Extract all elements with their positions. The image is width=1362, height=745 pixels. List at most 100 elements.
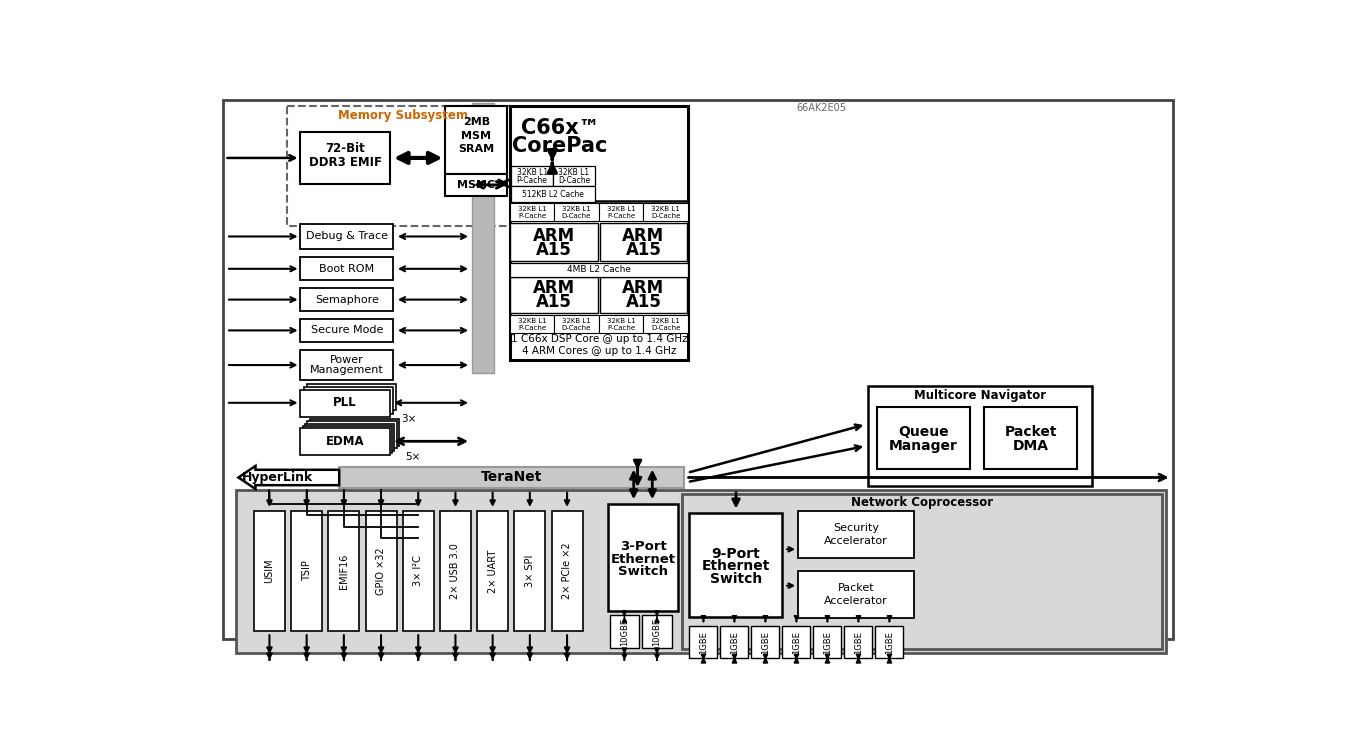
Text: Packet: Packet: [838, 583, 874, 593]
Text: Debug & Trace: Debug & Trace: [306, 232, 388, 241]
Text: A15: A15: [537, 293, 572, 311]
Bar: [301, 224, 394, 249]
Text: SRAM: SRAM: [458, 145, 494, 154]
Bar: [599, 223, 688, 261]
Text: 32KB L1: 32KB L1: [606, 318, 636, 324]
Text: HyperLink: HyperLink: [241, 471, 313, 484]
Text: 4MB L2 Cache: 4MB L2 Cache: [567, 265, 631, 274]
Bar: [309, 419, 399, 446]
Bar: [599, 315, 643, 334]
Text: Secure Mode: Secure Mode: [311, 326, 383, 335]
Bar: [643, 203, 688, 221]
Bar: [509, 107, 688, 361]
Bar: [689, 513, 783, 617]
Bar: [511, 276, 598, 314]
Text: PLL: PLL: [334, 396, 357, 409]
Text: C66x™: C66x™: [520, 118, 599, 138]
Text: 32KB L1: 32KB L1: [518, 318, 546, 324]
Bar: [552, 511, 583, 631]
Bar: [236, 489, 1166, 653]
Text: 10GBE: 10GBE: [620, 618, 629, 645]
Bar: [983, 408, 1077, 469]
Text: A15: A15: [625, 293, 662, 311]
Bar: [607, 504, 678, 612]
Text: 2× USB 3.0: 2× USB 3.0: [451, 543, 460, 599]
Bar: [844, 626, 873, 659]
FancyArrow shape: [238, 466, 339, 489]
Text: DMA: DMA: [1012, 439, 1049, 453]
Text: 1GBE: 1GBE: [823, 631, 832, 653]
Bar: [509, 203, 554, 221]
Text: Queue: Queue: [898, 425, 949, 439]
Bar: [643, 315, 688, 334]
Bar: [752, 626, 779, 659]
Bar: [509, 201, 688, 328]
Bar: [301, 349, 394, 381]
Text: P-Cache: P-Cache: [607, 212, 635, 219]
Text: ARM: ARM: [533, 226, 575, 244]
Bar: [643, 615, 671, 647]
Text: 3-Port: 3-Port: [620, 540, 666, 554]
Text: 512KB L2 Cache: 512KB L2 Cache: [522, 190, 584, 199]
Text: 32KB L1: 32KB L1: [563, 318, 591, 324]
Text: MSMC: MSMC: [458, 180, 496, 190]
Text: TeraNet: TeraNet: [481, 471, 542, 484]
Bar: [445, 174, 508, 196]
Bar: [308, 421, 396, 448]
Bar: [301, 428, 390, 455]
Text: 32KB L1: 32KB L1: [651, 318, 680, 324]
Bar: [599, 203, 643, 221]
Text: Ethernet: Ethernet: [610, 553, 676, 565]
Text: 1 C66x DSP Core @ up to 1.4 GHz: 1 C66x DSP Core @ up to 1.4 GHz: [511, 334, 688, 344]
Text: ARM: ARM: [622, 279, 665, 297]
Text: ARM: ARM: [622, 226, 665, 244]
Bar: [301, 288, 394, 311]
Text: 2× UART: 2× UART: [488, 549, 497, 593]
Text: TSIP: TSIP: [301, 560, 312, 581]
Text: A15: A15: [537, 241, 572, 259]
Text: P-Cache: P-Cache: [516, 176, 548, 185]
Bar: [798, 510, 914, 558]
Bar: [511, 223, 598, 261]
Text: 3× I²C: 3× I²C: [413, 556, 424, 586]
Text: 1GBE: 1GBE: [791, 631, 801, 653]
Text: 32KB L1: 32KB L1: [651, 206, 680, 212]
Bar: [301, 319, 394, 342]
Text: 3× SPI: 3× SPI: [524, 555, 535, 587]
Text: CorePac: CorePac: [512, 136, 607, 156]
Bar: [304, 387, 392, 413]
Text: 32KB L1: 32KB L1: [563, 206, 591, 212]
Bar: [682, 494, 1162, 649]
Bar: [599, 276, 688, 314]
Bar: [720, 626, 748, 659]
Bar: [511, 166, 553, 186]
Bar: [610, 615, 639, 647]
Text: 10GBE: 10GBE: [652, 618, 662, 645]
Text: Network Coprocessor: Network Coprocessor: [851, 496, 993, 510]
Bar: [286, 107, 519, 226]
Bar: [305, 424, 394, 451]
Bar: [365, 511, 396, 631]
Text: Ethernet: Ethernet: [701, 559, 770, 574]
Bar: [876, 626, 903, 659]
Bar: [328, 511, 360, 631]
Text: D-Cache: D-Cache: [558, 176, 590, 185]
Text: Power: Power: [330, 355, 364, 364]
Text: Accelerator: Accelerator: [824, 596, 888, 606]
Text: 2MB: 2MB: [463, 117, 490, 127]
Text: Multicore Navigator: Multicore Navigator: [914, 390, 1046, 402]
Text: DDR3 EMIF: DDR3 EMIF: [309, 156, 381, 169]
Text: P-Cache: P-Cache: [518, 325, 546, 331]
Bar: [291, 511, 323, 631]
Text: 32KB L1: 32KB L1: [516, 168, 548, 177]
Text: 9-Port: 9-Port: [711, 547, 760, 561]
Text: Semaphore: Semaphore: [315, 294, 379, 305]
Bar: [445, 107, 508, 174]
Text: 72-Bit: 72-Bit: [326, 142, 365, 155]
Bar: [301, 257, 394, 280]
Text: Memory Subsystem: Memory Subsystem: [338, 109, 467, 122]
Text: Manager: Manager: [889, 439, 957, 453]
Text: MSM: MSM: [462, 130, 492, 141]
Text: D-Cache: D-Cache: [651, 325, 681, 331]
Bar: [301, 132, 390, 184]
